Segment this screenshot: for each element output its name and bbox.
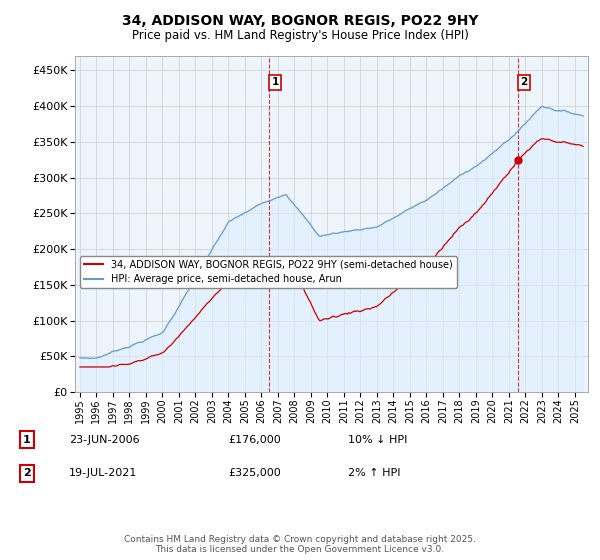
Legend: 34, ADDISON WAY, BOGNOR REGIS, PO22 9HY (semi-detached house), HPI: Average pric: 34, ADDISON WAY, BOGNOR REGIS, PO22 9HY … [80, 256, 457, 288]
Text: 19-JUL-2021: 19-JUL-2021 [69, 468, 137, 478]
Text: 10% ↓ HPI: 10% ↓ HPI [348, 435, 407, 445]
Text: Price paid vs. HM Land Registry's House Price Index (HPI): Price paid vs. HM Land Registry's House … [131, 29, 469, 42]
Text: 1: 1 [23, 435, 31, 445]
Text: 2: 2 [520, 77, 527, 87]
Text: £176,000: £176,000 [228, 435, 281, 445]
Text: 23-JUN-2006: 23-JUN-2006 [69, 435, 140, 445]
Text: 2% ↑ HPI: 2% ↑ HPI [348, 468, 401, 478]
Text: Contains HM Land Registry data © Crown copyright and database right 2025.
This d: Contains HM Land Registry data © Crown c… [124, 535, 476, 554]
Text: 2: 2 [23, 468, 31, 478]
Text: 34, ADDISON WAY, BOGNOR REGIS, PO22 9HY: 34, ADDISON WAY, BOGNOR REGIS, PO22 9HY [122, 14, 478, 28]
Text: 1: 1 [272, 77, 279, 87]
Text: £325,000: £325,000 [228, 468, 281, 478]
